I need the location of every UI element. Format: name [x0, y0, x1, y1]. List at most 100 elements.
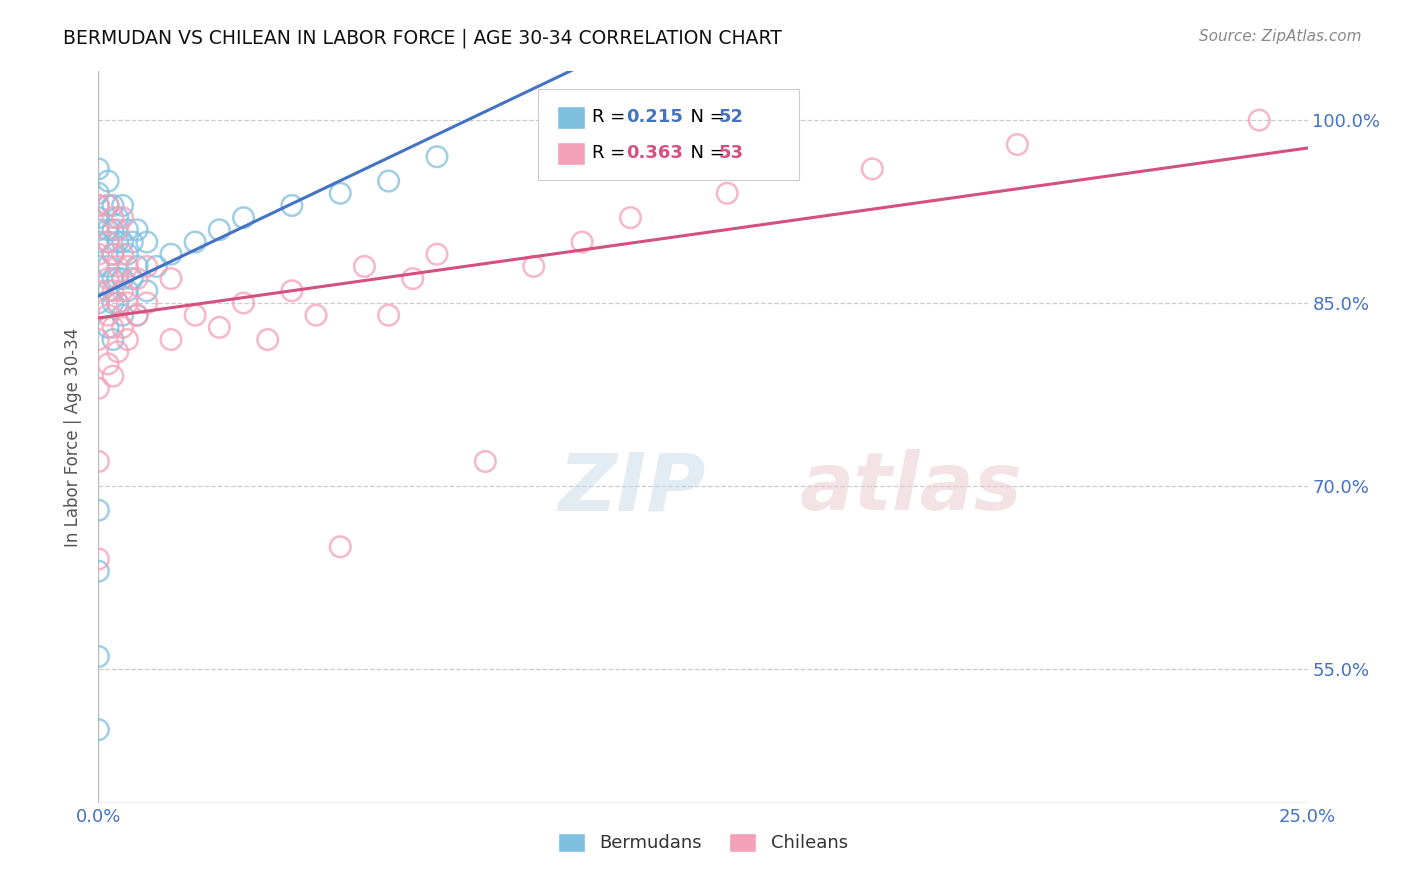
Point	[87, 564, 110, 578]
Point	[256, 333, 278, 347]
Point	[87, 235, 110, 249]
Point	[402, 271, 425, 285]
Point	[135, 260, 157, 274]
Y-axis label: In Labor Force | Age 30-34: In Labor Force | Age 30-34	[65, 327, 83, 547]
Point	[97, 357, 120, 371]
Point	[111, 284, 134, 298]
Point	[523, 260, 546, 274]
Text: BERMUDAN VS CHILEAN IN LABOR FORCE | AGE 30-34 CORRELATION CHART: BERMUDAN VS CHILEAN IN LABOR FORCE | AGE…	[63, 29, 782, 48]
Point	[117, 333, 139, 347]
Point	[281, 198, 304, 212]
Point	[160, 333, 183, 347]
Text: R =: R =	[592, 108, 631, 126]
Text: 53: 53	[718, 144, 744, 161]
Point	[87, 296, 110, 310]
Point	[97, 198, 120, 212]
Point	[127, 308, 149, 322]
Point	[111, 320, 134, 334]
Point	[97, 235, 120, 249]
Point	[474, 454, 496, 468]
Text: 52: 52	[718, 108, 744, 126]
Point	[127, 260, 149, 274]
Point	[97, 223, 120, 237]
Point	[127, 271, 149, 285]
Point	[87, 552, 110, 566]
Point	[426, 150, 449, 164]
Point	[111, 235, 134, 249]
Text: 0.215: 0.215	[626, 108, 682, 126]
Point	[111, 198, 134, 212]
Point	[87, 198, 110, 212]
Point	[117, 223, 139, 237]
Point	[426, 247, 449, 261]
Point	[101, 271, 124, 285]
Point	[101, 284, 124, 298]
Point	[145, 260, 167, 274]
Point	[353, 260, 375, 274]
Point	[101, 369, 124, 384]
Point	[111, 271, 134, 285]
Point	[305, 308, 328, 322]
Point	[121, 235, 143, 249]
Point	[111, 247, 134, 261]
Point	[860, 161, 883, 176]
Point	[111, 211, 134, 225]
Point	[97, 235, 120, 249]
Point	[117, 247, 139, 261]
Point	[87, 503, 110, 517]
Point	[121, 271, 143, 285]
Point	[716, 186, 738, 201]
Legend: Bermudans, Chileans: Bermudans, Chileans	[551, 826, 855, 860]
Point	[97, 320, 120, 334]
Point	[160, 247, 183, 261]
Point	[127, 223, 149, 237]
Point	[87, 260, 110, 274]
Point	[184, 308, 207, 322]
Point	[107, 296, 129, 310]
Point	[135, 284, 157, 298]
Point	[87, 284, 110, 298]
Point	[208, 223, 231, 237]
Point	[107, 344, 129, 359]
Point	[184, 235, 207, 249]
Point	[107, 235, 129, 249]
Point	[87, 723, 110, 737]
Point	[107, 260, 129, 274]
Point	[111, 308, 134, 322]
Point	[117, 260, 139, 274]
Point	[101, 296, 124, 310]
Point	[97, 271, 120, 285]
Point	[208, 320, 231, 334]
Point	[101, 320, 124, 334]
Point	[97, 308, 120, 322]
Point	[117, 296, 139, 310]
Point	[87, 198, 110, 212]
Point	[87, 454, 110, 468]
Point	[101, 247, 124, 261]
Point	[1249, 113, 1271, 128]
Point	[127, 308, 149, 322]
Point	[160, 271, 183, 285]
Point	[101, 247, 124, 261]
Point	[117, 284, 139, 298]
Point	[97, 198, 120, 212]
Point	[329, 186, 352, 201]
Point	[619, 211, 641, 225]
Text: R =: R =	[592, 144, 631, 161]
Text: ZIP: ZIP	[558, 450, 706, 527]
Point	[377, 174, 399, 188]
Point	[107, 211, 129, 225]
Point	[329, 540, 352, 554]
Point	[101, 223, 124, 237]
Point	[135, 296, 157, 310]
Point	[107, 223, 129, 237]
Point	[87, 186, 110, 201]
Point	[107, 271, 129, 285]
Text: N =: N =	[679, 108, 731, 126]
Point	[377, 308, 399, 322]
Point	[101, 333, 124, 347]
Point	[135, 235, 157, 249]
Point	[97, 284, 120, 298]
Point	[101, 211, 124, 225]
Text: Source: ZipAtlas.com: Source: ZipAtlas.com	[1198, 29, 1361, 44]
